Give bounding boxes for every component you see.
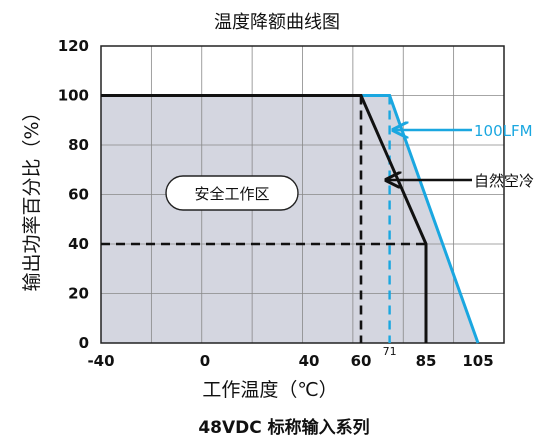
safe-area-label: 安全工作区 [165, 175, 299, 211]
safe-area-fill [101, 95, 478, 343]
x-tick-label: 60 [351, 352, 372, 370]
callout-label-natural-cooling: 自然空冷 [474, 172, 534, 190]
series-lines [101, 94, 480, 344]
callout-label-100lfm: 100LFM [474, 122, 533, 140]
safe-area-text: 安全工作区 [194, 185, 269, 203]
y-tick-label: 40 [68, 235, 89, 253]
y-tick-label: 0 [79, 334, 89, 352]
x-tick-label: 105 [462, 352, 493, 370]
x-axis-title: 工作温度（℃） [202, 379, 337, 401]
y-tick-label: 100 [58, 87, 89, 105]
series-line-natural-cooling [101, 94, 428, 343]
y-tick-label: 80 [68, 136, 89, 154]
x-tick-label: 40 [299, 352, 320, 370]
y-tick-label: 20 [68, 285, 89, 303]
guide-lines [101, 95, 426, 343]
x-tick-label: -40 [87, 352, 114, 370]
x-tick-label: 85 [416, 352, 437, 370]
chart-title: 温度降额曲线图 [214, 12, 340, 33]
plot-frame [100, 45, 505, 344]
y-tick-label: 120 [58, 37, 89, 55]
annotations: 71 安全工作区 100LFM 自然空冷 [165, 122, 534, 358]
safe-area-pill [165, 175, 299, 211]
x-tick-label: 0 [200, 352, 210, 370]
annotation-label: 71 [383, 345, 397, 358]
y-tick-label: 60 [68, 186, 89, 204]
safe-operating-area [101, 95, 478, 343]
chart-subtitle: 48VDC 标称输入系列 [198, 417, 369, 438]
y-axis-title: 输出功率百分比（%） [21, 102, 43, 291]
